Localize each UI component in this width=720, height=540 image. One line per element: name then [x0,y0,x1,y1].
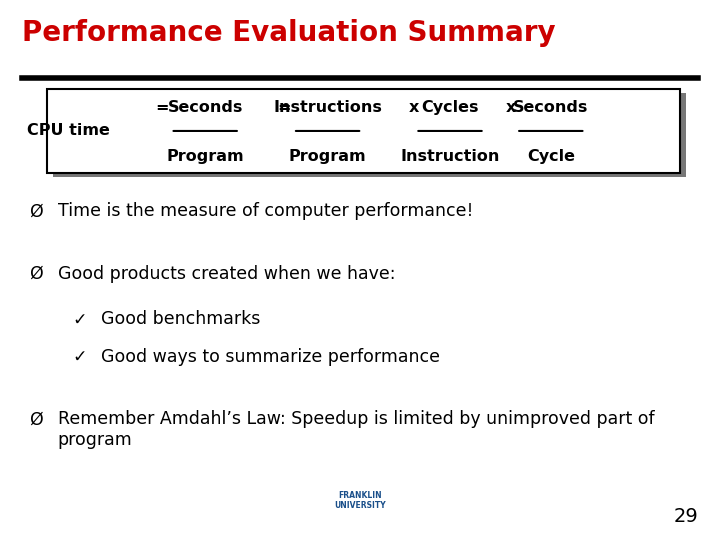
Text: Seconds: Seconds [168,100,243,115]
Text: Seconds: Seconds [513,100,588,115]
Text: ✓: ✓ [72,348,86,366]
FancyBboxPatch shape [47,89,680,173]
Text: 29: 29 [674,508,698,526]
Text: =: = [278,100,291,115]
Text: Remember Amdahl’s Law: Speedup is limited by unimproved part of
program: Remember Amdahl’s Law: Speedup is limite… [58,410,654,449]
FancyBboxPatch shape [53,93,686,177]
Text: Cycle: Cycle [527,149,575,164]
Text: Good products created when we have:: Good products created when we have: [58,265,395,282]
Text: Program: Program [166,149,244,164]
Text: =: = [156,100,168,115]
Text: Good benchmarks: Good benchmarks [101,310,260,328]
Text: FRANKLIN
UNIVERSITY: FRANKLIN UNIVERSITY [334,491,386,510]
Text: x: x [506,100,516,115]
Text: x: x [409,100,419,115]
Text: Performance Evaluation Summary: Performance Evaluation Summary [22,19,555,47]
Text: CPU time: CPU time [27,124,110,138]
Text: Ø: Ø [29,410,42,428]
Text: ✓: ✓ [72,310,86,328]
Text: Instruction: Instruction [400,149,500,164]
Text: Good ways to summarize performance: Good ways to summarize performance [101,348,440,366]
Text: Ø: Ø [29,202,42,220]
Text: Time is the measure of computer performance!: Time is the measure of computer performa… [58,202,473,220]
Text: Ø: Ø [29,265,42,282]
Text: Instructions: Instructions [273,100,382,115]
Text: Cycles: Cycles [421,100,479,115]
Text: Program: Program [289,149,366,164]
